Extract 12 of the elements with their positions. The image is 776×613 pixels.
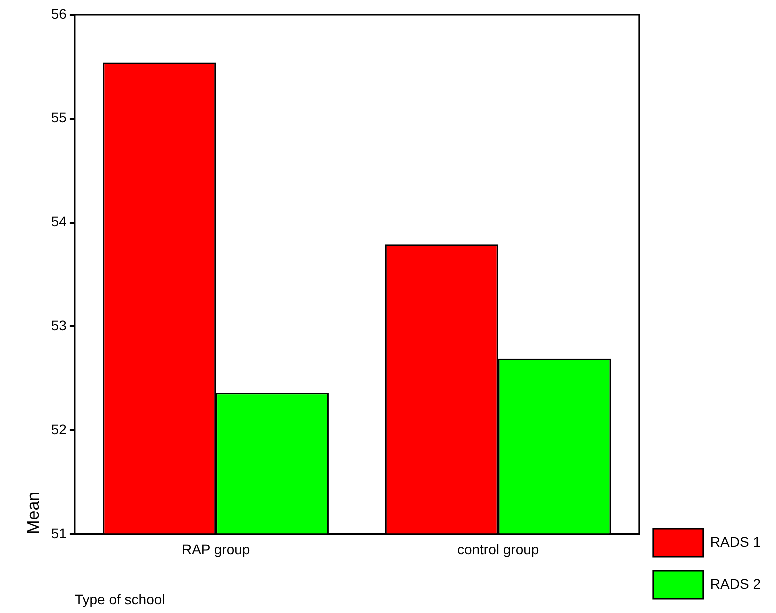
legend-label: RADS 1 (710, 534, 762, 550)
y-tick-label: 54 (51, 214, 68, 230)
y-tick-label: 53 (51, 318, 68, 334)
y-axis-title: Mean (24, 492, 43, 534)
y-tick-label: 51 (51, 525, 68, 542)
y-tick-label: 56 (51, 6, 68, 22)
x-tick-label: control group (457, 542, 540, 558)
x-axis-title: Type of school (74, 591, 166, 608)
x-tick-label: RAP group (182, 542, 250, 558)
y-tick-label: 52 (51, 421, 68, 438)
y-tick-label: 55 (51, 110, 68, 126)
legend-label: RADS 2 (710, 576, 762, 592)
